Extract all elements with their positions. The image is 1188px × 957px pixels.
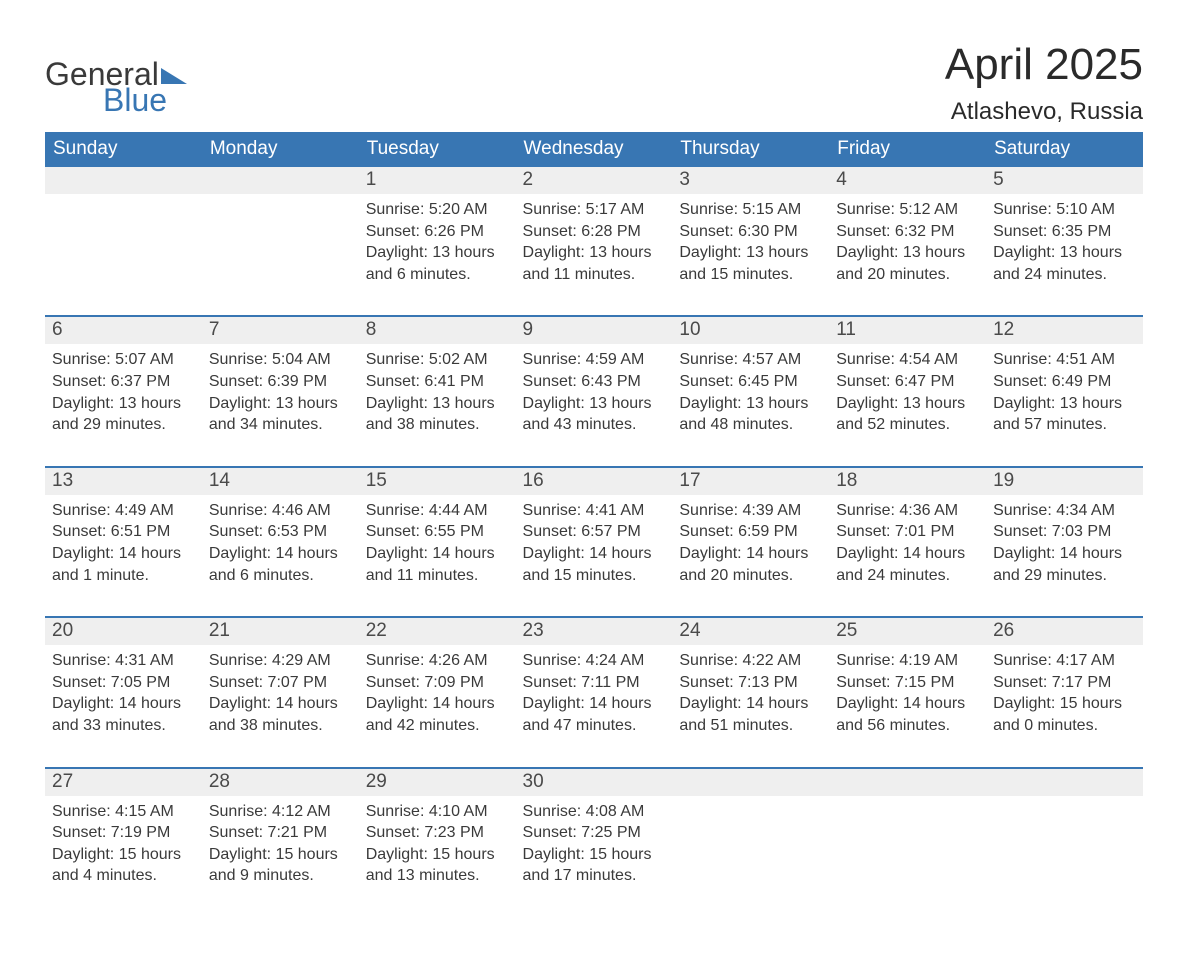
calendar-table: SundayMondayTuesdayWednesdayThursdayFrid…: [45, 132, 1143, 917]
day-number: 18: [829, 468, 986, 495]
day-detail: Sunrise: 4:19 AMSunset: 7:15 PMDaylight:…: [829, 645, 986, 767]
day-detail: Sunrise: 4:26 AMSunset: 7:09 PMDaylight:…: [359, 645, 516, 767]
day-detail: Sunrise: 4:29 AMSunset: 7:07 PMDaylight:…: [202, 645, 359, 767]
daynum-empty: [672, 769, 829, 796]
detail-row: Sunrise: 4:31 AMSunset: 7:05 PMDaylight:…: [45, 645, 1143, 767]
daynum-row: 6789101112: [45, 317, 1143, 344]
day-number: 20: [45, 618, 202, 645]
header: General Blue April 2025 Atlashevo, Russi…: [45, 40, 1143, 126]
weekday-header: Tuesday: [359, 132, 516, 167]
daynum-empty: [829, 769, 986, 796]
day-detail: Sunrise: 4:10 AMSunset: 7:23 PMDaylight:…: [359, 796, 516, 917]
day-number: 16: [516, 468, 673, 495]
day-detail: Sunrise: 4:17 AMSunset: 7:17 PMDaylight:…: [986, 645, 1143, 767]
weekday-row: SundayMondayTuesdayWednesdayThursdayFrid…: [45, 132, 1143, 167]
day-detail: Sunrise: 4:54 AMSunset: 6:47 PMDaylight:…: [829, 344, 986, 466]
day-number: 9: [516, 317, 673, 344]
day-detail: Sunrise: 4:51 AMSunset: 6:49 PMDaylight:…: [986, 344, 1143, 466]
detail-empty: [986, 796, 1143, 917]
day-number: 6: [45, 317, 202, 344]
day-number: 4: [829, 167, 986, 194]
day-number: 25: [829, 618, 986, 645]
day-detail: Sunrise: 4:34 AMSunset: 7:03 PMDaylight:…: [986, 495, 1143, 617]
day-number: 30: [516, 769, 673, 796]
location: Atlashevo, Russia: [945, 98, 1143, 126]
day-number: 19: [986, 468, 1143, 495]
weekday-header: Wednesday: [516, 132, 673, 167]
day-detail: Sunrise: 4:49 AMSunset: 6:51 PMDaylight:…: [45, 495, 202, 617]
weekday-header: Thursday: [672, 132, 829, 167]
day-number: 1: [359, 167, 516, 194]
day-detail: Sunrise: 5:07 AMSunset: 6:37 PMDaylight:…: [45, 344, 202, 466]
day-number: 11: [829, 317, 986, 344]
day-detail: Sunrise: 4:46 AMSunset: 6:53 PMDaylight:…: [202, 495, 359, 617]
title-block: April 2025 Atlashevo, Russia: [945, 40, 1143, 126]
day-number: 24: [672, 618, 829, 645]
day-number: 22: [359, 618, 516, 645]
day-number: 21: [202, 618, 359, 645]
calendar-body: 12345Sunrise: 5:20 AMSunset: 6:26 PMDayl…: [45, 167, 1143, 917]
detail-row: Sunrise: 5:20 AMSunset: 6:26 PMDaylight:…: [45, 194, 1143, 316]
logo-word-blue: Blue: [103, 84, 187, 116]
day-number: 23: [516, 618, 673, 645]
day-detail: Sunrise: 4:57 AMSunset: 6:45 PMDaylight:…: [672, 344, 829, 466]
day-number: 12: [986, 317, 1143, 344]
day-number: 17: [672, 468, 829, 495]
day-detail: Sunrise: 5:17 AMSunset: 6:28 PMDaylight:…: [516, 194, 673, 316]
daynum-row: 20212223242526: [45, 618, 1143, 645]
daynum-empty: [45, 167, 202, 194]
month-title: April 2025: [945, 40, 1143, 90]
day-detail: Sunrise: 4:39 AMSunset: 6:59 PMDaylight:…: [672, 495, 829, 617]
daynum-row: 27282930: [45, 769, 1143, 796]
day-number: 29: [359, 769, 516, 796]
daynum-row: 13141516171819: [45, 468, 1143, 495]
day-detail: Sunrise: 4:36 AMSunset: 7:01 PMDaylight:…: [829, 495, 986, 617]
calendar-head: SundayMondayTuesdayWednesdayThursdayFrid…: [45, 132, 1143, 167]
daynum-row: 12345: [45, 167, 1143, 194]
day-number: 3: [672, 167, 829, 194]
daynum-empty: [202, 167, 359, 194]
logo: General Blue: [45, 40, 187, 116]
day-detail: Sunrise: 4:08 AMSunset: 7:25 PMDaylight:…: [516, 796, 673, 917]
day-detail: Sunrise: 5:15 AMSunset: 6:30 PMDaylight:…: [672, 194, 829, 316]
day-number: 8: [359, 317, 516, 344]
weekday-header: Sunday: [45, 132, 202, 167]
day-number: 7: [202, 317, 359, 344]
day-detail: Sunrise: 5:12 AMSunset: 6:32 PMDaylight:…: [829, 194, 986, 316]
detail-row: Sunrise: 4:15 AMSunset: 7:19 PMDaylight:…: [45, 796, 1143, 917]
day-number: 2: [516, 167, 673, 194]
day-detail: Sunrise: 5:20 AMSunset: 6:26 PMDaylight:…: [359, 194, 516, 316]
detail-empty: [202, 194, 359, 316]
detail-row: Sunrise: 4:49 AMSunset: 6:51 PMDaylight:…: [45, 495, 1143, 617]
detail-empty: [829, 796, 986, 917]
day-detail: Sunrise: 4:15 AMSunset: 7:19 PMDaylight:…: [45, 796, 202, 917]
day-detail: Sunrise: 5:02 AMSunset: 6:41 PMDaylight:…: [359, 344, 516, 466]
day-detail: Sunrise: 4:44 AMSunset: 6:55 PMDaylight:…: [359, 495, 516, 617]
day-number: 10: [672, 317, 829, 344]
day-detail: Sunrise: 5:10 AMSunset: 6:35 PMDaylight:…: [986, 194, 1143, 316]
day-detail: Sunrise: 4:12 AMSunset: 7:21 PMDaylight:…: [202, 796, 359, 917]
detail-row: Sunrise: 5:07 AMSunset: 6:37 PMDaylight:…: [45, 344, 1143, 466]
weekday-header: Friday: [829, 132, 986, 167]
day-detail: Sunrise: 4:41 AMSunset: 6:57 PMDaylight:…: [516, 495, 673, 617]
day-detail: Sunrise: 4:24 AMSunset: 7:11 PMDaylight:…: [516, 645, 673, 767]
day-detail: Sunrise: 4:31 AMSunset: 7:05 PMDaylight:…: [45, 645, 202, 767]
weekday-header: Monday: [202, 132, 359, 167]
day-number: 15: [359, 468, 516, 495]
day-detail: Sunrise: 4:22 AMSunset: 7:13 PMDaylight:…: [672, 645, 829, 767]
weekday-header: Saturday: [986, 132, 1143, 167]
day-number: 14: [202, 468, 359, 495]
detail-empty: [45, 194, 202, 316]
day-number: 28: [202, 769, 359, 796]
day-number: 27: [45, 769, 202, 796]
daynum-empty: [986, 769, 1143, 796]
detail-empty: [672, 796, 829, 917]
day-number: 26: [986, 618, 1143, 645]
day-detail: Sunrise: 4:59 AMSunset: 6:43 PMDaylight:…: [516, 344, 673, 466]
day-detail: Sunrise: 5:04 AMSunset: 6:39 PMDaylight:…: [202, 344, 359, 466]
day-number: 5: [986, 167, 1143, 194]
day-number: 13: [45, 468, 202, 495]
